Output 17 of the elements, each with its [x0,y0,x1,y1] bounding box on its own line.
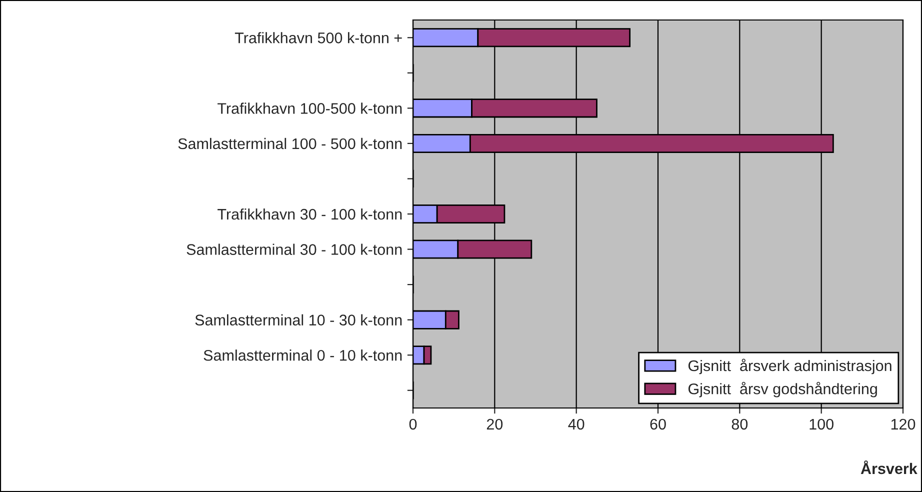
x-tick-label: 0 [409,418,417,430]
x-tick-label: 120 [891,418,916,430]
y-tick-label: Samlastterminal 100 - 500 k-tonn [178,138,402,150]
y-tick-label: Samlastterminal 30 - 100 k-tonn [186,244,402,255]
y-tick-label: Samlastterminal 0 - 10 k-tonn [204,350,402,361]
legend-label: Gjsnitt årsverk administrasjon [688,358,892,374]
legend-label: Gjsnitt årsv godshåndtering [688,382,877,398]
y-tick-label: Samlastterminal 10 - 30 k-tonn [195,314,402,326]
x-axis-title: Årsverk [860,460,918,474]
x-tick-label: 20 [486,418,503,430]
x-tick-label: 80 [732,418,748,430]
y-tick-label: Trafikkhavn 100-500 k-tonn [218,102,402,114]
x-tick-label: 60 [650,418,666,430]
y-tick-label: Trafikkhavn 30 - 100 k-tonn [218,208,402,220]
y-tick-label: Trafikkhavn 500 k-tonn + [234,32,402,44]
x-tick-label: 100 [810,418,834,430]
x-tick-label: 40 [568,418,584,430]
